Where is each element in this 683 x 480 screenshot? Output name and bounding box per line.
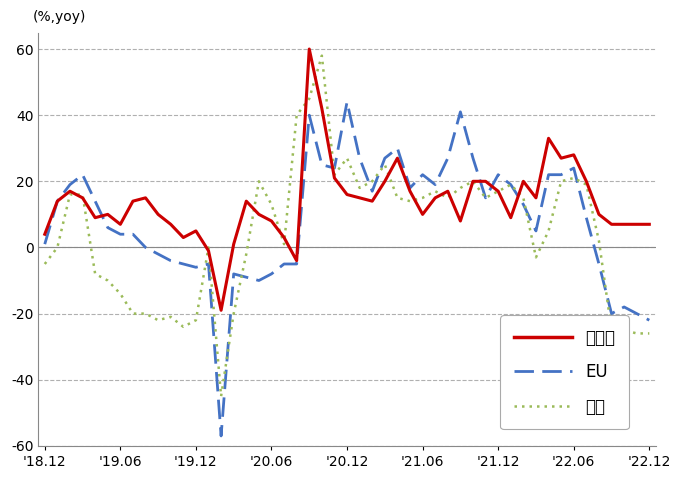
Legend: 아세안, EU, 미국: 아세안, EU, 미국 (501, 315, 629, 429)
Text: (%,yoy): (%,yoy) (32, 10, 85, 24)
